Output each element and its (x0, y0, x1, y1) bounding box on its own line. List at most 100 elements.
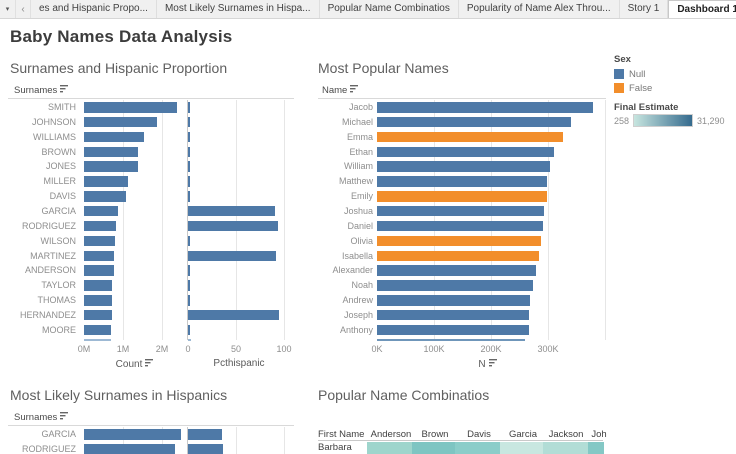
count-bar[interactable] (84, 161, 138, 172)
n-bar[interactable] (377, 191, 547, 202)
count-bar[interactable] (84, 102, 178, 113)
pcthispanic-bar[interactable] (188, 220, 279, 232)
column-field-header[interactable]: Surnames (14, 84, 69, 96)
n-bar[interactable] (377, 205, 545, 217)
column-header[interactable]: Brown (421, 429, 449, 440)
count-bar[interactable] (84, 116, 157, 128)
tab-most-likely-surnames-in-hispa[interactable]: Most Likely Surnames in Hispa... (157, 0, 320, 18)
heatmap-cell[interactable] (588, 441, 604, 454)
n-bar[interactable] (377, 235, 542, 247)
count-bar[interactable] (84, 280, 113, 291)
pcthispanic-bar[interactable] (188, 191, 190, 202)
row-label[interactable]: Daniel (347, 220, 373, 231)
n-bar[interactable] (377, 265, 536, 276)
row-label[interactable]: Jacob (348, 102, 373, 112)
heatmap-cell[interactable] (543, 441, 588, 454)
sort-icon[interactable] (60, 84, 69, 96)
column-header[interactable]: Anderson (370, 429, 412, 440)
n-bar[interactable] (377, 146, 555, 158)
n-bar[interactable] (377, 102, 593, 113)
tab-es-and-hispanic-propo[interactable]: es and Hispanic Propo... (31, 0, 157, 18)
row-label[interactable]: GARCIA (41, 429, 76, 439)
tab-popular-name-combinatios[interactable]: Popular Name Combinatios (320, 0, 459, 18)
count-bar[interactable] (84, 250, 115, 261)
count-bar[interactable] (84, 205, 118, 217)
tab-scroll-left-button[interactable]: ‹ (16, 0, 31, 18)
row-label[interactable]: JOHNSON (31, 116, 76, 127)
row-label[interactable]: MOORE (41, 324, 76, 335)
sort-icon[interactable] (60, 411, 69, 423)
row-label[interactable]: WILLIAMS (32, 131, 76, 142)
count-bar[interactable] (84, 146, 139, 158)
row-label[interactable]: Alexander (332, 265, 373, 276)
pcthispanic-bar[interactable] (188, 443, 224, 454)
row-label[interactable]: Isabella (341, 250, 373, 261)
final-estimate-gradient-bar[interactable] (633, 114, 694, 127)
count-bar[interactable] (84, 191, 127, 202)
pcthispanic-bar[interactable] (188, 176, 190, 187)
pcthispanic-bar[interactable] (188, 250, 277, 261)
row-label[interactable]: Joseph (343, 309, 373, 320)
sort-icon[interactable] (488, 358, 498, 370)
row-label[interactable]: TAYLOR (41, 280, 76, 291)
row-label[interactable]: RODRIGUEZ (22, 443, 76, 454)
pcthispanic-bar[interactable] (188, 235, 190, 247)
row-field-header[interactable]: First Name (318, 429, 365, 440)
heatmap-cell[interactable] (412, 441, 455, 454)
pcthispanic-bar[interactable] (188, 102, 190, 113)
n-bar[interactable] (377, 309, 530, 321)
row-label[interactable]: JONES (45, 161, 76, 172)
column-header[interactable]: Davis (467, 429, 491, 440)
row-label[interactable]: Ethan (349, 146, 373, 157)
row-label[interactable]: Joshua (343, 205, 373, 216)
pcthispanic-bar[interactable] (188, 280, 190, 291)
count-bar[interactable] (84, 324, 112, 336)
row-label[interactable]: Anthony (339, 324, 373, 335)
heatmap-cell[interactable] (367, 441, 412, 454)
row-label[interactable]: Matthew (338, 176, 373, 187)
row-label[interactable]: Barbara (318, 442, 352, 453)
sort-icon[interactable] (350, 84, 359, 96)
pcthispanic-bar[interactable] (188, 429, 223, 440)
row-label[interactable]: GARCIA (41, 205, 76, 216)
count-bar[interactable] (84, 220, 116, 232)
row-label[interactable]: DAVIS (49, 191, 76, 202)
n-bar[interactable] (377, 250, 539, 261)
row-label[interactable]: Emily (351, 191, 373, 202)
row-label[interactable]: SMITH (48, 102, 76, 112)
row-label[interactable]: Emma (346, 131, 373, 142)
count-bar[interactable] (84, 235, 115, 247)
count-bar[interactable] (84, 265, 114, 276)
sex-legend-item-false[interactable]: False (614, 82, 652, 94)
n-bar[interactable] (377, 176, 547, 187)
column-field-header[interactable]: Surnames (14, 411, 69, 423)
row-label[interactable]: Olivia (350, 235, 373, 246)
pcthispanic-bar[interactable] (188, 161, 190, 172)
pcthispanic-bar[interactable] (188, 295, 190, 306)
count-bar[interactable] (84, 443, 176, 454)
row-label[interactable]: RODRIGUEZ (22, 220, 76, 231)
column-field-header[interactable]: Name (322, 84, 359, 96)
count-bar[interactable] (84, 176, 129, 187)
column-header[interactable]: Garcia (509, 429, 537, 440)
n-bar[interactable] (377, 220, 543, 232)
count-bar[interactable] (84, 295, 112, 306)
row-label[interactable]: MILLER (43, 176, 76, 187)
heatmap-cell[interactable] (500, 441, 543, 454)
n-bar[interactable] (377, 295, 530, 306)
row-label[interactable]: WILSON (40, 235, 76, 246)
column-header[interactable]: Joh (591, 429, 607, 440)
n-bar[interactable] (377, 324, 529, 336)
pcthispanic-bar[interactable] (188, 131, 190, 143)
tab-list-dropdown-button[interactable]: ▾ (0, 0, 16, 18)
row-label[interactable]: HERNANDEZ (19, 309, 76, 320)
tab-popularity-of-name-alex-throu[interactable]: Popularity of Name Alex Throu... (459, 0, 620, 18)
row-label[interactable]: William (344, 161, 373, 172)
column-header[interactable]: Jackson (548, 429, 584, 440)
pcthispanic-bar[interactable] (188, 309, 280, 321)
count-bar[interactable] (84, 131, 145, 143)
n-bar[interactable] (377, 131, 563, 143)
n-bar[interactable] (377, 280, 533, 291)
row-label[interactable]: MARTINEZ (30, 250, 76, 261)
row-label[interactable]: Noah (351, 280, 373, 291)
